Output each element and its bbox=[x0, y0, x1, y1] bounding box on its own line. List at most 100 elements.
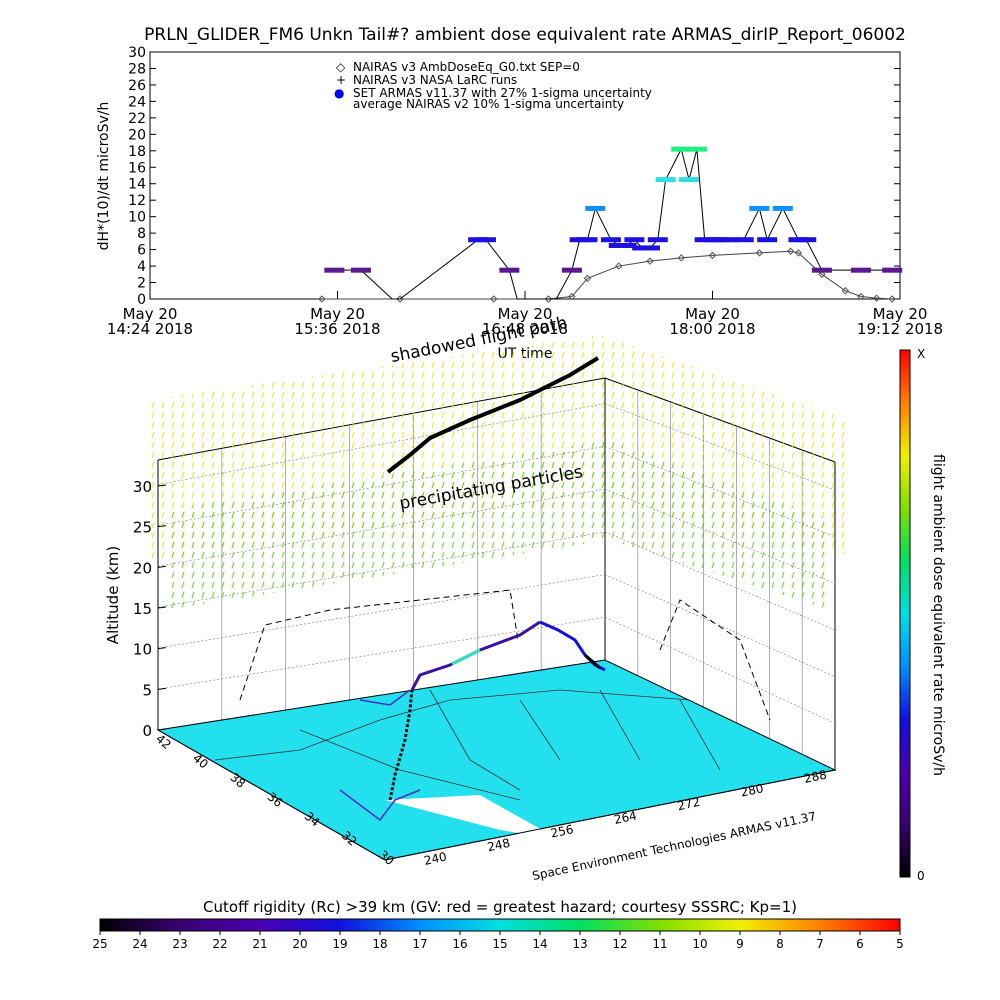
armas-point bbox=[733, 237, 754, 243]
longitude-tick-label: 280 bbox=[739, 781, 764, 799]
top-x-tick-time: 15:36 2018 bbox=[294, 320, 380, 338]
armas-point bbox=[577, 237, 598, 243]
armas-point bbox=[671, 146, 692, 152]
longitude-tick-label: 248 bbox=[486, 836, 511, 854]
nairas-point bbox=[888, 295, 896, 303]
altitude-tick-mark bbox=[157, 687, 167, 690]
armas-point bbox=[350, 267, 371, 273]
top-y-tick-label: 0 bbox=[137, 292, 146, 308]
latitude-axis-line bbox=[157, 729, 386, 861]
nairas-point bbox=[857, 292, 865, 301]
cutoff-rigidity-title: Cutoff rigidity (Rc) >39 km (GV: red = g… bbox=[203, 898, 797, 916]
altitude-tick-label: 0 bbox=[142, 722, 152, 740]
longitude-tick-label: 240 bbox=[423, 849, 448, 867]
top-y-tick-label: 10 bbox=[128, 210, 146, 226]
rc-tick-label: 19 bbox=[332, 937, 347, 951]
altitude-tick-mark bbox=[157, 565, 167, 568]
armas-point bbox=[882, 267, 903, 273]
nairas-point bbox=[615, 262, 623, 270]
altitude-tick-label: 30 bbox=[133, 478, 152, 496]
nairas-point bbox=[872, 294, 881, 302]
colorbar-gradient bbox=[899, 349, 911, 878]
rc-tick-label: 8 bbox=[776, 937, 784, 951]
colorbar-top-tick: X bbox=[917, 347, 925, 361]
legend-symbol-plus: + bbox=[336, 73, 346, 87]
legend-symbol-diamond: ◇ bbox=[336, 60, 346, 74]
rc-tick-label: 14 bbox=[532, 937, 547, 951]
legend-entry-nairas-v3: NAIRAS v3 AmbDoseEq_G0.txt SEP=0 bbox=[353, 60, 580, 74]
altitude-tick-label: 15 bbox=[133, 600, 152, 618]
rc-tick-label: 15 bbox=[492, 937, 507, 951]
top-x-tick-time: 16:48 2018 bbox=[482, 320, 568, 338]
rc-tick-label: 18 bbox=[372, 937, 387, 951]
rc-tick-label: 7 bbox=[816, 937, 824, 951]
cutoff-rigidity-gradient bbox=[99, 918, 901, 932]
nairas-point bbox=[544, 295, 553, 303]
altitude-tick-label: 10 bbox=[133, 641, 152, 659]
top-y-tick-label: 30 bbox=[128, 45, 146, 61]
longitude-tick-label: 288 bbox=[803, 767, 828, 785]
top-y-tick-label: 20 bbox=[128, 127, 146, 143]
armas-point bbox=[616, 242, 637, 248]
top-x-tick-time: 18:00 2018 bbox=[669, 320, 755, 338]
nairas-point bbox=[794, 249, 803, 257]
top-x-tick-date: May 20 bbox=[310, 305, 365, 323]
altitude-tick-mark bbox=[157, 647, 167, 650]
dose-rate-colorbar: X 0 flight ambient dose equivalent rate … bbox=[899, 347, 946, 883]
top-y-axis-label: dH*(10)/dt microSv/h bbox=[96, 102, 112, 251]
grid-line bbox=[604, 574, 836, 677]
top-y-tick-label: 12 bbox=[128, 193, 146, 209]
altitude-tick-label: 20 bbox=[133, 559, 152, 577]
rc-tick-label: 20 bbox=[292, 937, 307, 951]
altitude-tick-mark bbox=[157, 484, 167, 487]
top-y-tick-label: 28 bbox=[128, 61, 146, 77]
top-y-tick-label: 6 bbox=[137, 243, 146, 259]
rc-tick-label: 10 bbox=[692, 937, 707, 951]
nairas-point bbox=[318, 295, 326, 303]
armas-point bbox=[324, 267, 345, 273]
rc-tick-label: 13 bbox=[572, 937, 587, 951]
legend-entry-set-armas: SET ARMAS v11.37 with 27% 1-sigma uncert… bbox=[353, 86, 652, 100]
altitude-axis-label: Altitude (km) bbox=[104, 546, 122, 644]
armas-point bbox=[749, 205, 770, 211]
armas-point bbox=[796, 237, 817, 243]
nairas-point bbox=[841, 287, 850, 295]
longitude-axis-line bbox=[384, 769, 836, 861]
rc-tick-label: 16 bbox=[452, 937, 467, 951]
armas-point bbox=[850, 267, 871, 273]
rc-tick-label: 25 bbox=[92, 937, 107, 951]
nairas-point bbox=[646, 257, 654, 265]
armas-point bbox=[679, 177, 700, 183]
armas-point bbox=[647, 237, 668, 243]
nairas-point bbox=[818, 270, 826, 279]
armas-point bbox=[718, 237, 739, 243]
rc-tick-label: 23 bbox=[172, 937, 187, 951]
longitude-tick-label: 256 bbox=[549, 822, 574, 840]
armas-point bbox=[600, 237, 621, 243]
top-legend: ◇ NAIRAS v3 AmbDoseEq_G0.txt SEP=0 + NAI… bbox=[334, 60, 652, 111]
nairas-point bbox=[786, 247, 795, 255]
nairas-point bbox=[708, 251, 717, 260]
legend-symbol-dot: ● bbox=[334, 86, 344, 100]
nairas-point bbox=[755, 249, 764, 257]
series-armas-line bbox=[334, 147, 893, 300]
armas-point bbox=[475, 237, 496, 243]
nairas-point bbox=[583, 274, 592, 283]
nairas-point bbox=[490, 295, 498, 303]
armas-point bbox=[640, 245, 660, 251]
figure-title: PRLN_GLIDER_FM6 Unkn Tail#? ambient dose… bbox=[144, 25, 906, 45]
series-nairas-line bbox=[321, 250, 893, 300]
rc-tick-label: 12 bbox=[612, 937, 627, 951]
rc-tick-label: 6 bbox=[856, 937, 864, 951]
altitude-axis: 0 5 10 15 20 25 30 bbox=[133, 478, 167, 740]
rc-tick-label: 5 bbox=[896, 937, 904, 951]
longitude-axis: 240 248 256 264 272 280 288 bbox=[423, 767, 828, 867]
top-y-tick-label: 24 bbox=[128, 94, 146, 110]
armas-point bbox=[624, 237, 645, 243]
top-y-tick-label: 4 bbox=[137, 259, 146, 275]
armas-point bbox=[772, 205, 793, 211]
